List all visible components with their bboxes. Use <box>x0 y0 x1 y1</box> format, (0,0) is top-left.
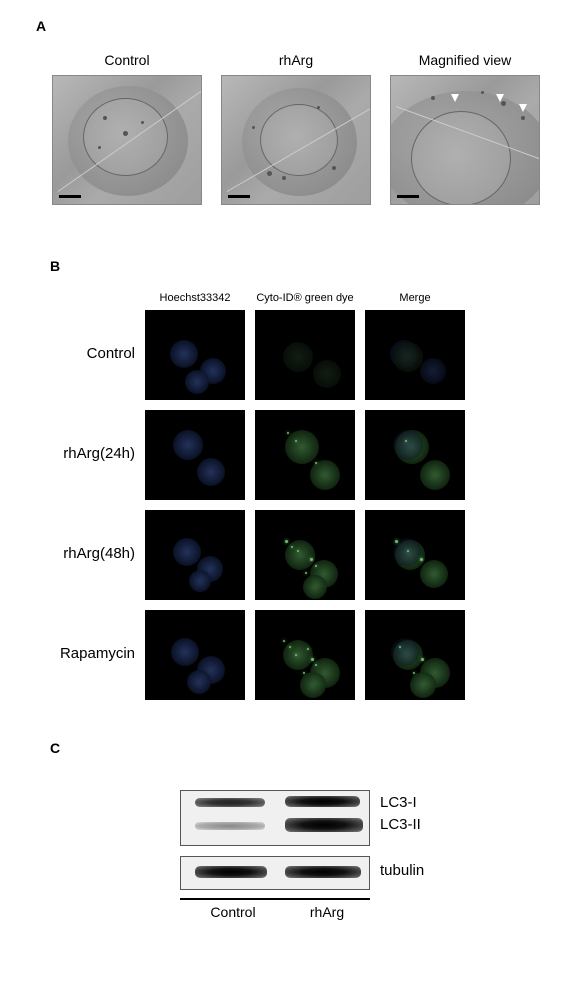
fluo-48h-hoechst <box>145 510 245 600</box>
label-tubulin: tubulin <box>380 862 424 879</box>
arrow-icon <box>519 104 527 112</box>
band-lc3i-control <box>195 798 265 807</box>
fluo-24h-merge <box>365 410 465 500</box>
panel-b-col-hoechst: Hoechst33342 <box>145 292 245 304</box>
fluo-rapa-hoechst <box>145 610 245 700</box>
panel-a-letter: A <box>36 18 46 34</box>
panel-b-row-24h: rhArg(24h) <box>35 445 135 462</box>
lane-control: Control <box>198 904 268 920</box>
panel-b-letter: B <box>50 258 60 274</box>
fluo-control-cytoid <box>255 310 355 400</box>
tem-magnified-image <box>390 75 540 205</box>
arrow-icon <box>451 94 459 102</box>
band-tubulin-rharg <box>285 866 361 878</box>
lane-underline <box>180 898 370 900</box>
panel-b-col-merge: Merge <box>365 292 465 304</box>
band-lc3i-rharg <box>285 796 360 807</box>
panel-b-row-control: Control <box>35 345 135 362</box>
fluo-48h-cytoid <box>255 510 355 600</box>
panel-a-col-control: Control <box>52 52 202 68</box>
fluo-48h-merge <box>365 510 465 600</box>
band-tubulin-control <box>195 866 267 878</box>
panel-a-col-magnified: Magnified view <box>390 52 540 68</box>
fluo-24h-hoechst <box>145 410 245 500</box>
fluo-rapa-cytoid <box>255 610 355 700</box>
panel-b-row-rapamycin: Rapamycin <box>35 645 135 662</box>
lane-rharg: rhArg <box>292 904 362 920</box>
panel-a-col-rharg: rhArg <box>221 52 371 68</box>
tem-rharg-image <box>221 75 371 205</box>
tem-control-image <box>52 75 202 205</box>
arrow-icon <box>496 94 504 102</box>
fluo-control-hoechst <box>145 310 245 400</box>
panel-b-row-48h: rhArg(48h) <box>35 545 135 562</box>
panel-c-letter: C <box>50 740 60 756</box>
panel-b-col-cytoid: Cyto-ID® green dye <box>255 292 355 304</box>
band-lc3ii-rharg <box>285 818 363 832</box>
label-lc3i: LC3-I <box>380 794 417 811</box>
fluo-rapa-merge <box>365 610 465 700</box>
fluo-control-merge <box>365 310 465 400</box>
label-lc3ii: LC3-II <box>380 816 421 833</box>
band-lc3ii-control <box>195 822 265 830</box>
fluo-24h-cytoid <box>255 410 355 500</box>
